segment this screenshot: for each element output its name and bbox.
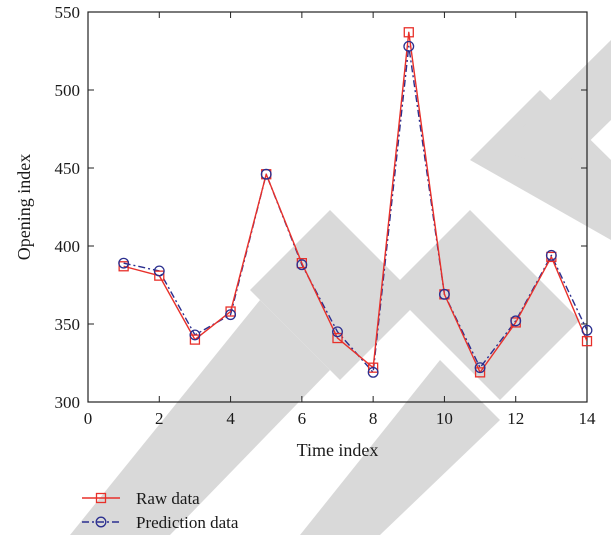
prediction-data-point [225,309,237,321]
y-tick-label: 400 [55,237,81,256]
raw-data-point [367,362,379,373]
watermark-stroke-2 [300,360,500,535]
prediction-data-point [545,249,557,261]
plot-frame [87,11,588,403]
series-layer [123,31,587,374]
y-tick-label: 500 [55,81,81,100]
prediction-data-point [260,168,272,180]
watermark-stroke-3 [390,210,580,400]
x-tick-label: 0 [84,409,93,428]
prediction-data-point [118,257,130,269]
prediction-data-point [474,362,486,374]
raw-data-point [154,270,165,281]
watermark-stroke-1 [70,300,330,535]
y-tick-label: 550 [55,3,81,22]
prediction-data-point [153,265,165,277]
prediction-data-point [189,329,201,341]
raw-data-point [403,27,414,38]
raw-data-point [118,261,129,272]
raw-data-point [225,306,236,317]
prediction-data-point [332,326,343,338]
axes-group: 0 2 4 6 8 10 12 14 300 350 400 450 500 550 [55,3,597,428]
legend-label: Raw data [136,489,200,508]
y-tick-label: 450 [55,159,81,178]
x-tick-label: 10 [436,409,453,428]
x-axis-title: Time index [297,440,379,460]
prediction-data-point [581,324,593,336]
prediction-data-point [403,40,415,52]
raw-data-point [474,367,486,378]
raw-data-point [332,332,343,344]
watermark-stroke-6 [500,40,611,170]
prediction-data-point [296,259,308,271]
prediction-data-point [367,366,379,378]
x-tick-label: 14 [579,409,597,428]
retracted-watermark [70,40,611,535]
legend-label: Prediction data [136,513,239,532]
legend-marker [95,516,107,528]
raw-data-point [581,336,593,347]
prediction-data-point [510,315,522,327]
x-tick-label: 6 [298,409,307,428]
markers-layer [118,27,593,378]
prediction-data-point [438,288,450,300]
x-tick-label: 2 [155,409,164,428]
legend-marker [95,492,107,504]
x-tick-label: 4 [226,409,235,428]
legend: Raw data Prediction data [82,489,239,532]
x-tick-label: 12 [507,409,524,428]
raw-data-series-line [123,31,587,374]
y-axis-title: Opening index [14,154,34,260]
y-tick-label: 300 [55,393,81,412]
raw-data-point [189,334,201,345]
y-tick-label: 350 [55,315,81,334]
x-tick-label: 8 [369,409,378,428]
